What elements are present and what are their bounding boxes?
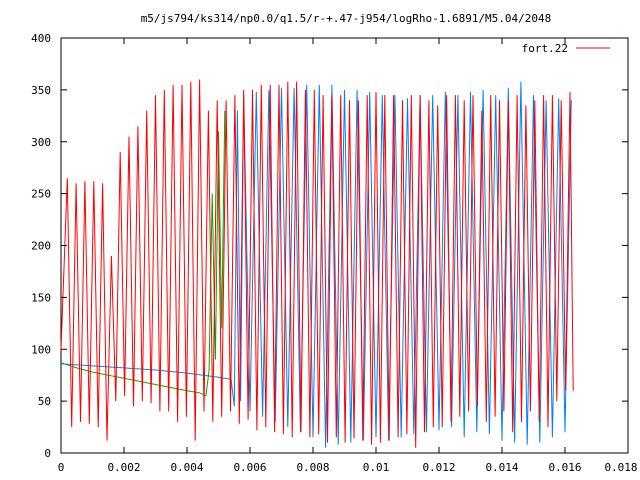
legend: fort.22 [522, 42, 610, 55]
y-tick-label: 300 [31, 136, 51, 149]
x-tick-label: 0.008 [296, 461, 329, 474]
y-tick-label: 0 [44, 447, 51, 460]
x-tick-label: 0.002 [107, 461, 140, 474]
series-layer [60, 79, 574, 448]
x-tick-label: 0.01 [363, 461, 390, 474]
x-tick-label: 0 [58, 461, 65, 474]
x-tick-label: 0.014 [485, 461, 518, 474]
series-line-series-2 [60, 81, 572, 448]
x-tick-label: 0.004 [170, 461, 203, 474]
y-tick-label: 350 [31, 84, 51, 97]
y-tick-label: 400 [31, 32, 51, 45]
axes-layer: 0 50 100 150 200 250 300 350 400 0 0.002 0.004 0.006… [31, 32, 637, 474]
chart-title: m5/js794/ks314/np0.0/q1.5/r-+.47-j954/lo… [141, 12, 552, 25]
legend-label-fort-22: fort.22 [522, 42, 568, 55]
y-tick-label: 150 [31, 291, 51, 304]
x-tick-label: 0.016 [548, 461, 581, 474]
y-tick-label: 100 [31, 343, 51, 356]
y-tick-label: 250 [31, 188, 51, 201]
y-tick-label: 200 [31, 240, 51, 253]
x-tick-label: 0.006 [233, 461, 266, 474]
series-line-fort-22 [60, 79, 574, 448]
y-tick-label: 50 [38, 395, 51, 408]
x-tick-label: 0.012 [422, 461, 455, 474]
x-tick-label: 0.018 [604, 461, 637, 474]
